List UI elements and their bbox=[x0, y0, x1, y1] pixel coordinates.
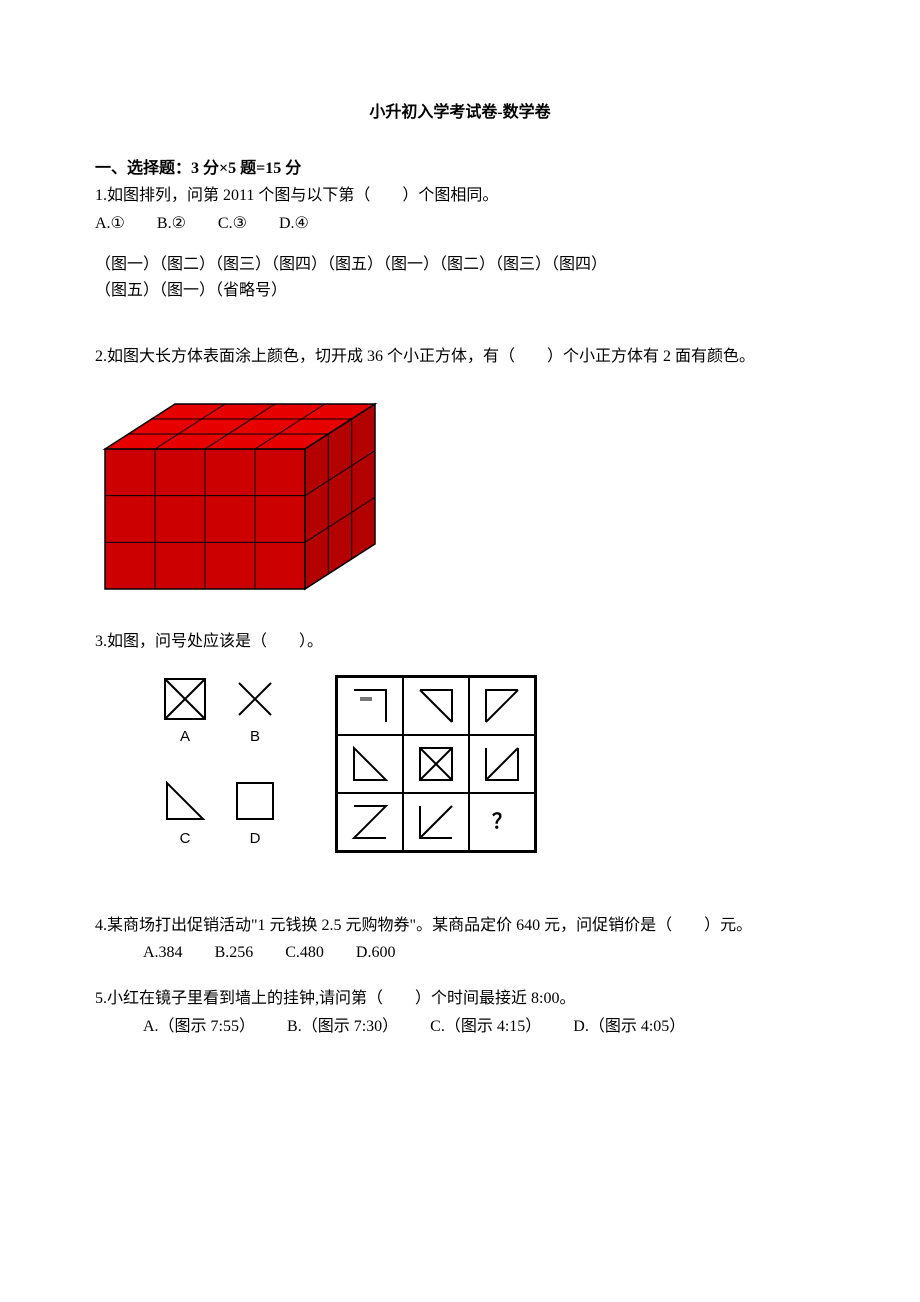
q3-cell-2-1 bbox=[337, 735, 403, 793]
q3-opt-b-label: B bbox=[250, 725, 260, 749]
section-1-header: 一、选择题：3 分×5 题=15 分 bbox=[95, 156, 825, 182]
q3-opt-a-label: A bbox=[180, 725, 190, 749]
q1-options: A.① B.② C.③ D.④ bbox=[95, 211, 825, 237]
q1-seq-line1: （图一）（图二）（图三）（图四）（图五）（图一）（图二）（图三）（图四） bbox=[95, 252, 825, 278]
q4-opt-a: A.384 bbox=[143, 944, 183, 961]
q1-opt-c: C.③ bbox=[218, 215, 247, 232]
q5-opt-d: D.（图示 4:05） bbox=[573, 1018, 685, 1035]
q4-opt-d: D.600 bbox=[356, 944, 396, 961]
q4-options: A.384 B.256 C.480 D.600 bbox=[95, 940, 825, 966]
q3-figure: A B C D bbox=[155, 675, 825, 853]
q3-cell-1-2 bbox=[403, 677, 469, 735]
q2-cuboid-figure bbox=[95, 389, 825, 599]
q5-opt-a: A.（图示 7:55） bbox=[143, 1018, 255, 1035]
q3-cell-3-1 bbox=[337, 793, 403, 851]
q3-option-d: D bbox=[225, 779, 285, 851]
q5-text: 5.小红在镜子里看到墙上的挂钟,请问第（ ）个时间最接近 8:00。 bbox=[95, 986, 825, 1012]
q1-opt-d: D.④ bbox=[279, 215, 309, 232]
q1-figure-sequence: （图一）（图二）（图三）（图四）（图五）（图一）（图二）（图三）（图四） （图五… bbox=[95, 252, 825, 303]
page-title: 小升初入学考试卷-数学卷 bbox=[95, 100, 825, 126]
q5-opt-c: C.（图示 4:15） bbox=[430, 1018, 541, 1035]
q1-seq-line2: （图五）（图一）（省略号） bbox=[95, 278, 825, 304]
q4-text: 4.某商场打出促销活动"1 元钱换 2.5 元购物券"。某商品定价 640 元，… bbox=[95, 913, 825, 939]
q3-option-b: B bbox=[225, 677, 285, 749]
page-marker bbox=[360, 697, 372, 701]
q1-text: 1.如图排列，问第 2011 个图与以下第（ ）个图相同。 bbox=[95, 183, 825, 209]
q3-text: 3.如图，问号处应该是（ ）。 bbox=[95, 629, 825, 655]
q3-qmark: ？ bbox=[492, 806, 512, 838]
q1-opt-a: A.① bbox=[95, 215, 125, 232]
q4-opt-b: B.256 bbox=[215, 944, 254, 961]
q3-cell-1-1 bbox=[337, 677, 403, 735]
q3-cell-3-2 bbox=[403, 793, 469, 851]
q3-opt-c-label: C bbox=[180, 827, 191, 851]
q3-cell-1-3 bbox=[469, 677, 535, 735]
q3-option-c: C bbox=[155, 779, 215, 851]
q1-opt-b: B.② bbox=[157, 215, 186, 232]
q3-cell-2-3 bbox=[469, 735, 535, 793]
q3-cell-3-3: ？ bbox=[469, 793, 535, 851]
q5-options: A.（图示 7:55） B.（图示 7:30） C.（图示 4:15） D.（图… bbox=[95, 1014, 825, 1040]
q3-option-a: A bbox=[155, 677, 215, 749]
q3-grid: ？ bbox=[335, 675, 537, 853]
q2-text: 2.如图大长方体表面涂上颜色，切开成 36 个小正方体，有（ ）个小正方体有 2… bbox=[95, 344, 825, 370]
q3-opt-d-label: D bbox=[250, 827, 261, 851]
q5-opt-b: B.（图示 7:30） bbox=[287, 1018, 398, 1035]
q3-cell-2-2 bbox=[403, 735, 469, 793]
q4-opt-c: C.480 bbox=[285, 944, 324, 961]
